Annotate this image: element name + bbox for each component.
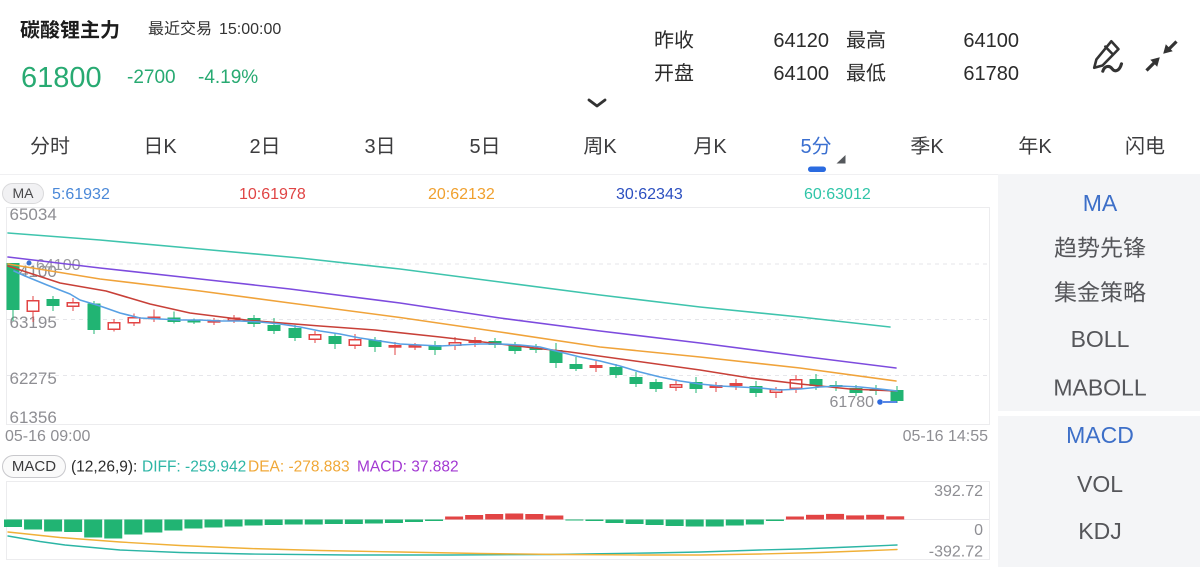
svg-text:(12,26,9):: (12,26,9): (71, 459, 137, 476)
svg-text:60:63012: 60:63012 (804, 186, 871, 203)
svg-text:64100: 64100 (773, 63, 829, 85)
svg-text:10:61978: 10:61978 (239, 186, 306, 203)
svg-text:-392.72: -392.72 (929, 544, 983, 561)
svg-text:62275: 62275 (10, 369, 57, 388)
svg-text:K: K (1038, 136, 1052, 158)
svg-text:K: K (930, 136, 944, 158)
svg-text:64120: 64120 (773, 30, 829, 52)
svg-text:MA: MA (13, 185, 35, 201)
svg-text:30:62343: 30:62343 (616, 186, 683, 203)
svg-text:392.72: 392.72 (934, 483, 983, 500)
svg-text:05-16 09:00: 05-16 09:00 (5, 428, 91, 445)
svg-text:BOLL: BOLL (1071, 326, 1130, 352)
svg-text:K: K (713, 136, 727, 158)
svg-text:K: K (163, 136, 177, 158)
svg-text:MACD: 37.882: MACD: 37.882 (357, 459, 459, 476)
svg-text:-4.19%: -4.19% (198, 67, 258, 88)
svg-text:61356: 61356 (10, 408, 57, 427)
svg-text:MA: MA (1083, 190, 1118, 216)
svg-text:63195: 63195 (10, 313, 57, 332)
svg-text:05-16 14:55: 05-16 14:55 (903, 428, 989, 445)
svg-text:61780: 61780 (963, 63, 1019, 85)
svg-text:MACD: MACD (12, 458, 56, 475)
svg-text:64100: 64100 (963, 30, 1019, 52)
svg-text:5:61932: 5:61932 (52, 186, 110, 203)
svg-text:61780: 61780 (830, 394, 875, 411)
svg-text:MABOLL: MABOLL (1053, 375, 1147, 401)
svg-text:2: 2 (249, 136, 260, 158)
svg-text:61800: 61800 (21, 62, 102, 94)
svg-text:5: 5 (800, 136, 811, 158)
svg-text:15:00:00: 15:00:00 (219, 21, 281, 38)
svg-text:VOL: VOL (1077, 471, 1123, 497)
svg-text:-2700: -2700 (127, 67, 176, 88)
svg-text:MACD: MACD (1066, 422, 1134, 448)
svg-text:0: 0 (974, 522, 983, 539)
svg-text:DEA: -278.883: DEA: -278.883 (248, 459, 350, 476)
svg-text:DIFF: -259.942: DIFF: -259.942 (142, 459, 246, 476)
svg-text:20:62132: 20:62132 (428, 186, 495, 203)
svg-text:3: 3 (364, 136, 375, 158)
svg-text:KDJ: KDJ (1078, 518, 1121, 544)
svg-text:65034: 65034 (10, 205, 57, 224)
svg-text:5: 5 (469, 136, 480, 158)
svg-text:K: K (603, 136, 617, 158)
